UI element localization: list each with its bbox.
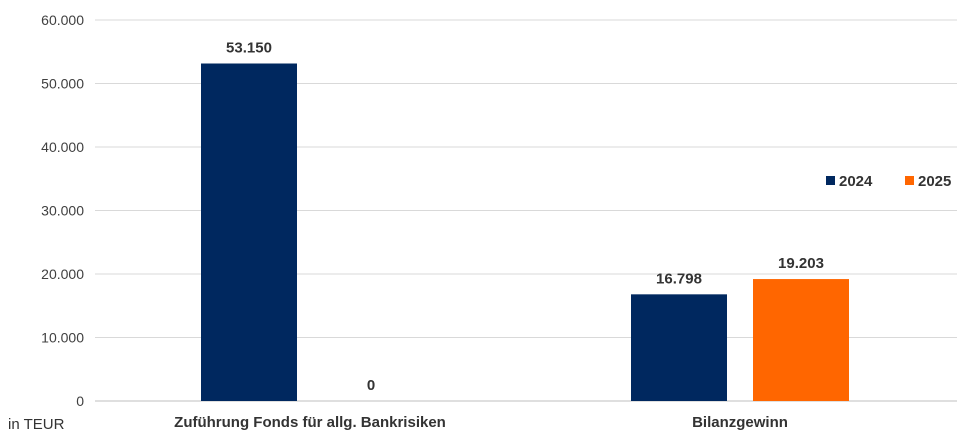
- y-tick-label: 30.000: [41, 203, 84, 219]
- x-axis-categories: Zuführung Fonds für allg. Bankrisiken Bil…: [174, 414, 788, 431]
- bar-2024-2: [631, 294, 727, 401]
- legend-swatch-2024: [826, 176, 835, 185]
- unit-label: in TEUR: [8, 416, 65, 433]
- y-axis-ticks: 0 10.000 20.000 30.000 40.000 50.000 60.000: [41, 12, 84, 409]
- y-tick-label: 60.000: [41, 12, 84, 28]
- legend-swatch-2025: [905, 176, 914, 185]
- category-label: Bilanzgewinn: [692, 414, 788, 431]
- y-tick-label: 50.000: [41, 76, 84, 92]
- y-tick-label: 10.000: [41, 330, 84, 346]
- data-label: 19.203: [778, 255, 824, 272]
- data-label: 53.150: [226, 39, 272, 56]
- legend: 2024 2025: [826, 173, 951, 190]
- bar-2025-2: [753, 279, 849, 401]
- legend-label-2025: 2025: [918, 173, 951, 190]
- y-tick-label: 20.000: [41, 266, 84, 282]
- data-labels: 53.150 0 16.798 19.203: [226, 39, 824, 394]
- category-label: Zuführung Fonds für allg. Bankrisiken: [174, 414, 446, 431]
- data-label: 16.798: [656, 270, 702, 287]
- bar-2024-1: [201, 63, 297, 402]
- legend-label-2024: 2024: [839, 173, 873, 190]
- y-tick-label: 40.000: [41, 139, 84, 155]
- data-label: 0: [367, 377, 375, 394]
- y-tick-label: 0: [76, 393, 84, 409]
- bars: [201, 63, 849, 402]
